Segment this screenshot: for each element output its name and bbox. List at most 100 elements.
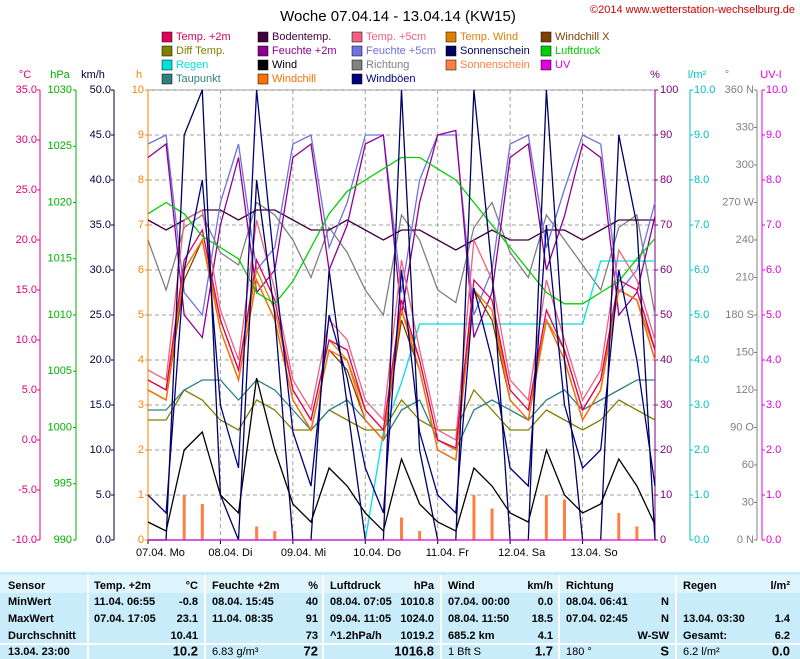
y-tick-label: 40 [660,354,672,366]
table-cell: 08.04. 15:45 [212,596,274,608]
series-line [148,89,656,541]
table-header: Feuchte +2m [212,580,280,592]
sunshine-bar [200,504,204,540]
y-tick-label: 3.0 [766,399,781,411]
legend-label: Windchill [272,73,316,85]
y-tick-label: 0.0 [96,534,111,546]
legend-swatch [257,59,269,71]
table-cell: 13.04. 23:00 [8,646,70,658]
table-header: Sensor [8,580,46,592]
table-separators [0,575,800,659]
table-header: hPa [414,580,435,592]
y-tick-label: 10 [132,84,144,96]
y-tick-label: 0.0 [766,534,781,546]
table-cell: 1016.8 [394,643,434,658]
sunshine-bar [490,508,494,540]
sunshine-bar [635,526,639,540]
legend-swatch [540,59,552,71]
y-tick-label: 7.0 [766,219,781,231]
legend-swatch [540,45,552,57]
y-tick-label: 1000 [48,421,72,433]
y-tick-label: 0.0 [694,534,709,546]
y-tick-label: 2.0 [766,444,781,456]
axis-title: °C [19,69,31,81]
table-header: km/h [527,580,553,592]
y-tick-label: 80 [660,174,672,186]
y-tick-label: 210 [736,271,754,283]
table-cell: MaxWert [8,613,54,625]
table-cell: 09.04. 11:05 [330,613,391,625]
table-cell: 73 [306,630,318,642]
y-tick-label: 10 [660,489,672,501]
legend-label: Sonnenschein [460,59,530,71]
legend-swatch [445,45,457,57]
table-cell: 08.04. 06:41 [566,596,628,608]
table-header: Wind [448,580,475,592]
y-tick-label: 10.0 [766,84,787,96]
legend-swatch [445,59,457,71]
y-tick-label: 10.0 [694,84,715,96]
legend-swatch [257,31,269,43]
y-tick-label: 9 [138,129,144,141]
x-tick-label: 13.04. So [571,547,618,559]
y-tick-label: 360 N [725,84,754,96]
y-tick-label: 40.0 [90,174,111,186]
series-line [147,134,656,317]
legend-label: Windchill X [555,31,610,43]
y-tick-label: 8.0 [694,174,709,186]
y-tick-label: -5.0 [18,484,37,496]
axis-title: % [650,69,660,81]
legend-label: Luftdruck [555,45,601,57]
y-tick-label: 7.0 [694,219,709,231]
y-tick-label: 6.0 [766,264,781,276]
x-tick-label: 12.04. Sa [498,547,546,559]
y-tick-label: 100 [660,84,678,96]
y-tick-label: 330 [736,121,754,133]
series-line [147,201,656,317]
y-tick-label: 10.0 [16,334,37,346]
table: Sensor Temp. +2m °C Feuchte +2m% Luftdruck hP… [8,580,791,659]
y-tick-label: 30.0 [16,134,37,146]
table-cell: 18.5 [532,613,553,625]
legend-label: UV [555,59,571,71]
y-tick-label: 20.0 [16,234,37,246]
table-cell: 1024.0 [400,613,434,625]
y-tick-label: 4.0 [694,354,709,366]
legend-swatch [161,73,173,85]
sunshine-bar [273,531,277,540]
table-cell: 1 Bft S [448,646,481,658]
table-cell: 11.04. 08:35 [212,613,273,625]
series-line [147,209,655,251]
y-tick-label: -10.0 [12,534,37,546]
y-tick-label: 6.0 [694,264,709,276]
sunshine-bar [182,495,186,540]
table-cell: Durchschnitt [8,630,76,642]
y-tick-label: 990 [54,534,72,546]
y-tick-label: 20 [660,444,672,456]
y-tick-label: 15.0 [16,284,37,296]
legend-label: Diff Temp. [176,45,225,57]
legend-swatch [540,31,552,43]
y-tick-label: 150 [736,346,754,358]
legend-swatch [351,73,363,85]
table-cell: 08.04. 11:50 [448,613,509,625]
legend-swatch [445,31,457,43]
legend-label: Feuchte +2m [272,45,337,57]
table-header: % [308,580,318,592]
table-cell: N [661,613,669,625]
legend-swatch [351,45,363,57]
table-cell: Gesamt: [683,630,727,642]
y-tick-label: 2.0 [694,444,709,456]
series-line [147,156,656,305]
axis-title: l/m² [688,69,707,81]
sunshine-bar [400,517,403,540]
table-header: Luftdruck [330,580,382,592]
table-cell: 0.0 [538,596,553,608]
table-cell: N [661,596,669,608]
legend-label: Temp. +5cm [366,31,426,43]
series-line [147,228,656,449]
sunshine-bar [562,499,566,540]
table-cell: -0.8 [179,596,198,608]
y-tick-label: 50.0 [90,84,111,96]
y-tick-label: 3.0 [694,399,709,411]
